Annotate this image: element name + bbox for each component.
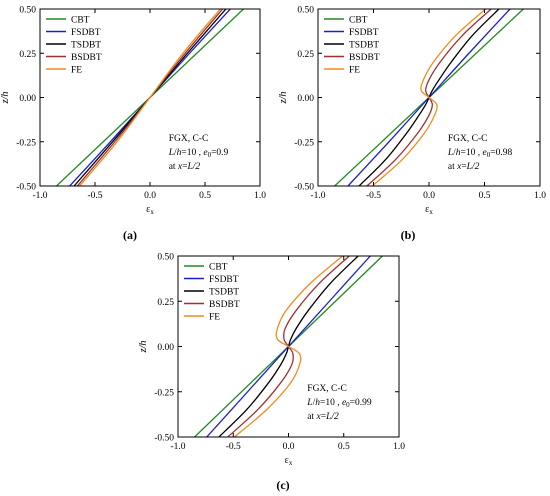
series-group (194, 256, 383, 437)
legend-label-fe: FE (209, 313, 220, 323)
y-tick-label: 0.50 (157, 253, 174, 263)
x-tick-label: 0.0 (144, 191, 156, 201)
y-axis-title: z/h (0, 92, 11, 105)
panel-b: -1.0 -0.5 0.0 0.5 1.0 0.50 0.25 0.00 -0.25 -0.50 ε… (278, 6, 546, 243)
x-tick-label: -1.0 (170, 442, 185, 452)
y-tick-label: 0.25 (157, 298, 174, 308)
x-tick-label: 0.5 (199, 191, 211, 201)
y-axis-title: z/h (278, 92, 289, 105)
x-tick-label: -1.0 (32, 191, 47, 201)
annotation-material: FGX, C-C (448, 134, 488, 144)
legend-label-bsdbt: BSDBT (71, 53, 102, 63)
y-tick-label: 0.50 (297, 6, 314, 16)
annotation-location: at x=L/2 (169, 162, 201, 172)
x-tick-label: 0.0 (283, 442, 295, 452)
annotation-params: L/h=10 , e0=0.99 (306, 398, 372, 409)
legend-label-bsdbt: BSDBT (349, 53, 380, 63)
legend-label-cbt: CBT (349, 16, 368, 26)
legend-label-tsdbt: TSDBT (349, 41, 379, 51)
x-axis-title: εx (285, 455, 293, 467)
x-tick-label: -0.5 (226, 442, 241, 452)
panel-a: -1.0 -0.5 0.0 0.5 1.0 0.50 0.25 0.00 -0.25 -0.50 ε… (0, 6, 266, 243)
x-tick-label: 0.5 (479, 191, 491, 201)
x-tick-label: -0.5 (87, 191, 102, 201)
legend-label-fsdbt: FSDBT (209, 275, 239, 285)
panel-label: (b) (401, 228, 416, 242)
x-tick-label: -1.0 (310, 191, 325, 201)
x-axis-title: εx (425, 204, 433, 216)
x-tick-label: 1.0 (254, 191, 266, 201)
y-tick-label: -0.50 (154, 434, 174, 444)
legend-label-bsdbt: BSDBT (209, 300, 240, 310)
annotation-location: at x=L/2 (307, 412, 339, 422)
y-tick-label: -0.25 (16, 138, 36, 148)
y-axis-title: z/h (138, 341, 149, 354)
y-tick-label: 0.00 (297, 94, 314, 104)
y-tick-label: -0.50 (16, 183, 36, 193)
panel-label: (c) (276, 478, 289, 492)
y-tick-label: 0.00 (157, 343, 174, 353)
annotation-params: L/h=10 , e0=0.9 (168, 148, 229, 159)
annotation-material: FGX, C-C (307, 384, 347, 394)
y-tick-label: -0.25 (154, 388, 174, 398)
y-tick-label: -0.50 (294, 183, 314, 193)
x-tick-label: 1.0 (534, 191, 546, 201)
panel-c: -1.0 -0.5 0.0 0.5 1.0 0.50 0.25 0.00 -0.25 -0.50 ε… (138, 253, 405, 493)
series-group (334, 9, 524, 186)
y-tick-label: 0.25 (19, 50, 36, 60)
y-tick-label: 0.00 (19, 94, 36, 104)
annotation-material: FGX, C-C (169, 134, 209, 144)
x-tick-label: 0.5 (338, 442, 350, 452)
y-tick-label: 0.25 (297, 50, 314, 60)
legend-label-cbt: CBT (71, 16, 90, 26)
annotation-location: at x=L/2 (448, 162, 480, 172)
annotation-params: L/h=10 , e0=0.98 (447, 148, 513, 159)
y-tick-label: 0.50 (19, 6, 36, 16)
series-line-fe (233, 256, 344, 437)
legend-label-cbt: CBT (209, 263, 228, 273)
series-group (56, 9, 244, 186)
series-line-fe (79, 9, 221, 186)
series-line-fe (371, 9, 487, 186)
x-tick-label: -0.5 (366, 191, 381, 201)
x-tick-label: 1.0 (393, 442, 405, 452)
legend-label-fe: FE (71, 66, 82, 76)
y-tick-label: -0.25 (294, 138, 314, 148)
legend-label-tsdbt: TSDBT (71, 41, 101, 51)
panel-label: (a) (123, 228, 137, 242)
x-axis-title: εx (146, 204, 154, 216)
legend-label-fsdbt: FSDBT (71, 28, 101, 38)
legend-label-fsdbt: FSDBT (349, 28, 379, 38)
legend-label-tsdbt: TSDBT (209, 288, 239, 298)
x-tick-label: 0.0 (423, 191, 435, 201)
legend-label-fe: FE (349, 66, 360, 76)
